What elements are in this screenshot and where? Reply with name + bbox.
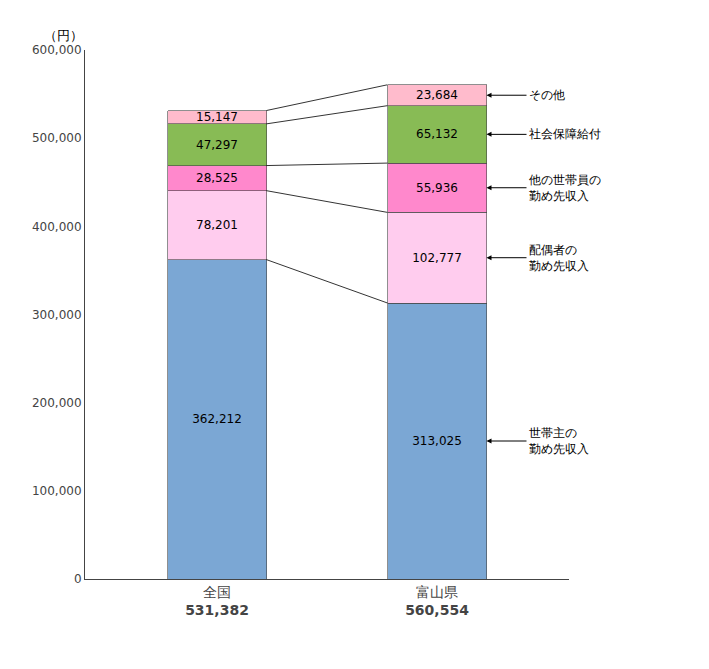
svg-text:他の世帯員の勤め先収入: 他の世帯員の勤め先収入: [529, 173, 601, 203]
svg-text:0: 0: [74, 572, 82, 586]
svg-text:78,201: 78,201: [196, 218, 238, 232]
svg-text:313,025: 313,025: [412, 434, 462, 448]
svg-text:社会保障給付: 社会保障給付: [529, 127, 601, 141]
svg-text:65,132: 65,132: [416, 127, 458, 141]
svg-text:55,936: 55,936: [416, 181, 458, 195]
svg-text:全国531,382: 全国531,382: [185, 584, 249, 618]
svg-text:47,297: 47,297: [196, 138, 238, 152]
svg-text:102,777: 102,777: [412, 251, 462, 265]
svg-text:600,000: 600,000: [32, 43, 82, 57]
svg-text:23,684: 23,684: [416, 88, 458, 102]
svg-text:300,000: 300,000: [32, 308, 82, 322]
svg-text:500,000: 500,000: [32, 131, 82, 145]
svg-text:28,525: 28,525: [196, 171, 238, 185]
svg-text:15,147: 15,147: [196, 110, 238, 124]
svg-text:その他: その他: [529, 88, 565, 102]
svg-text:富山県560,554: 富山県560,554: [405, 584, 469, 618]
svg-text:400,000: 400,000: [32, 220, 82, 234]
svg-text:362,212: 362,212: [192, 412, 242, 426]
svg-text:世帯主の勤め先収入: 世帯主の勤め先収入: [529, 426, 589, 456]
svg-text:200,000: 200,000: [32, 396, 82, 410]
svg-text:配偶者の勤め先収入: 配偶者の勤め先収入: [529, 243, 589, 273]
svg-text:100,000: 100,000: [32, 484, 82, 498]
svg-text:（円）: （円）: [44, 28, 83, 43]
